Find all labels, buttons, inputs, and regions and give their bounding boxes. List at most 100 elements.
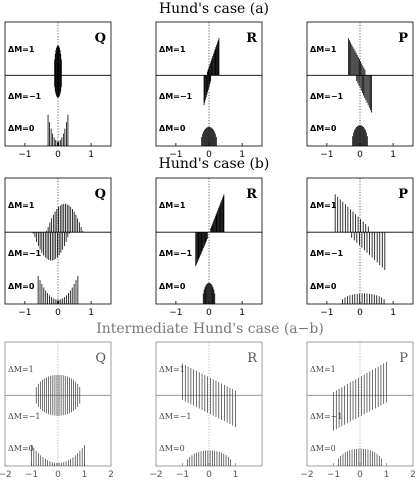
panel-0-1: −1 0 1 ΔM=1 ΔM=−1 ΔM=0 R bbox=[155, 21, 263, 160]
dm-label: ΔM=−1 bbox=[310, 92, 344, 101]
panel-0-2: −1 0 1 ΔM=1 ΔM=−1 ΔM=0 P bbox=[306, 21, 414, 160]
dm-label: ΔM=1 bbox=[8, 201, 35, 210]
dm-label: ΔM=−1 bbox=[159, 92, 193, 101]
x-tick-label: −2 bbox=[0, 470, 12, 480]
x-tick-label: −1 bbox=[327, 470, 340, 480]
dm-label: ΔM=1 bbox=[310, 365, 336, 374]
x-tick-label: −1 bbox=[169, 150, 182, 160]
x-tick-label: −1 bbox=[18, 308, 31, 318]
x-tick-label: −1 bbox=[320, 150, 333, 160]
dm-label: ΔM=1 bbox=[159, 45, 186, 54]
series-0 bbox=[35, 374, 81, 396]
x-tick-label: 1 bbox=[390, 150, 396, 160]
x-tick-label: 2 bbox=[410, 470, 416, 480]
dm-label: ΔM=0 bbox=[8, 444, 34, 453]
branch-label: Q bbox=[95, 31, 106, 46]
x-tick-label: 1 bbox=[239, 150, 245, 160]
panel-1-1: −1 0 1 ΔM=1 ΔM=−1 ΔM=0 R bbox=[155, 177, 263, 318]
series-2 bbox=[338, 448, 382, 466]
x-tick-label: 0 bbox=[357, 308, 363, 318]
x-tick-label: 1 bbox=[239, 308, 245, 318]
series-2 bbox=[37, 275, 79, 304]
branch-label: P bbox=[398, 187, 408, 202]
series-2 bbox=[31, 445, 85, 466]
series-1 bbox=[333, 395, 387, 431]
x-tick-label: 0 bbox=[55, 470, 61, 480]
x-tick-label: −1 bbox=[320, 308, 333, 318]
branch-label: P bbox=[398, 31, 408, 46]
series-2 bbox=[201, 126, 217, 146]
panel-2-0: −2 −1 0 1 2 ΔM=1 ΔM=−1 ΔM=0 Q bbox=[0, 341, 114, 480]
dm-label: ΔM=0 bbox=[310, 444, 336, 453]
series-2 bbox=[342, 293, 385, 304]
dm-label: ΔM=−1 bbox=[310, 249, 344, 258]
x-tick-label: 1 bbox=[88, 308, 94, 318]
series-0 bbox=[182, 363, 236, 396]
series-0 bbox=[333, 361, 387, 396]
x-tick-label: 1 bbox=[82, 470, 88, 480]
dm-label: ΔM=−1 bbox=[159, 249, 193, 258]
branch-label: Q bbox=[95, 351, 106, 366]
series-0 bbox=[46, 203, 84, 233]
dm-label: ΔM=1 bbox=[310, 45, 337, 54]
series-0 bbox=[334, 194, 369, 233]
branch-label: R bbox=[247, 351, 258, 366]
panel-1-0: −1 0 1 ΔM=1 ΔM=−1 ΔM=0 Q bbox=[4, 177, 112, 318]
dm-label: ΔM=0 bbox=[159, 124, 186, 133]
x-tick-label: 0 bbox=[55, 308, 61, 318]
x-tick-label: 0 bbox=[357, 470, 363, 480]
x-tick-label: 1 bbox=[384, 470, 390, 480]
row-title-case-b: Hund's case (b) bbox=[159, 156, 270, 172]
dm-label: ΔM=−1 bbox=[159, 412, 191, 421]
series-2 bbox=[202, 282, 216, 304]
dm-label: ΔM=0 bbox=[159, 282, 186, 291]
x-tick-label: 0 bbox=[206, 150, 212, 160]
series-0 bbox=[210, 194, 225, 233]
dm-label: ΔM=−1 bbox=[310, 412, 342, 421]
series-1 bbox=[32, 232, 70, 261]
x-tick-label: −2 bbox=[300, 470, 313, 480]
panel-1-2: −1 0 1 ΔM=1 ΔM=−1 ΔM=0 P bbox=[306, 177, 414, 318]
series-0 bbox=[348, 38, 366, 76]
series-1 bbox=[203, 75, 212, 106]
branch-label: R bbox=[246, 187, 257, 202]
series-1 bbox=[356, 75, 372, 113]
dm-label: ΔM=0 bbox=[159, 444, 185, 453]
branch-label: R bbox=[246, 31, 257, 46]
branch-label: P bbox=[399, 351, 408, 366]
dm-label: ΔM=0 bbox=[310, 282, 337, 291]
series-2 bbox=[352, 125, 368, 146]
x-tick-label: 1 bbox=[88, 150, 94, 160]
x-tick-label: −1 bbox=[169, 308, 182, 318]
x-tick-label: 0 bbox=[206, 470, 212, 480]
x-tick-label: 1 bbox=[233, 470, 239, 480]
x-tick-label: −1 bbox=[18, 150, 31, 160]
series-0 bbox=[206, 38, 220, 76]
dm-label: ΔM=1 bbox=[310, 201, 337, 210]
dm-label: ΔM=1 bbox=[159, 365, 185, 374]
series-2 bbox=[47, 114, 69, 146]
dm-label: ΔM=1 bbox=[159, 201, 186, 210]
panel-2-1: −2 −1 0 1 ΔM=1 ΔM=−1 ΔM=0 R bbox=[149, 341, 263, 480]
series-1 bbox=[35, 395, 81, 416]
dm-label: ΔM=1 bbox=[8, 45, 35, 54]
dm-label: ΔM=−1 bbox=[8, 249, 42, 258]
x-tick-label: −1 bbox=[25, 470, 38, 480]
row-title-case-a: Hund's case (a) bbox=[159, 1, 269, 17]
dm-label: ΔM=0 bbox=[8, 124, 35, 133]
dm-label: ΔM=−1 bbox=[8, 412, 40, 421]
dm-label: ΔM=0 bbox=[310, 124, 337, 133]
series-1 bbox=[54, 75, 62, 98]
row-title-intermediate: Intermediate Hund's case (a−b) bbox=[96, 321, 324, 337]
dm-label: ΔM=1 bbox=[8, 365, 34, 374]
panel-2-2: −2 −1 0 1 2 ΔM=1 ΔM=−1 ΔM=0 P bbox=[300, 341, 416, 480]
x-tick-label: −1 bbox=[176, 470, 189, 480]
series-0 bbox=[54, 45, 62, 76]
panel-grid: −1 0 1 ΔM=1 ΔM=−1 ΔM=0 Q −1 0 1 ΔM=1 ΔM=−1 ΔM=0 R −1 0 1… bbox=[0, 21, 416, 480]
series-1 bbox=[182, 395, 236, 427]
dm-label: ΔM=−1 bbox=[8, 92, 42, 101]
x-tick-label: 0 bbox=[55, 150, 61, 160]
x-tick-label: 1 bbox=[390, 308, 396, 318]
series-1 bbox=[195, 232, 208, 267]
